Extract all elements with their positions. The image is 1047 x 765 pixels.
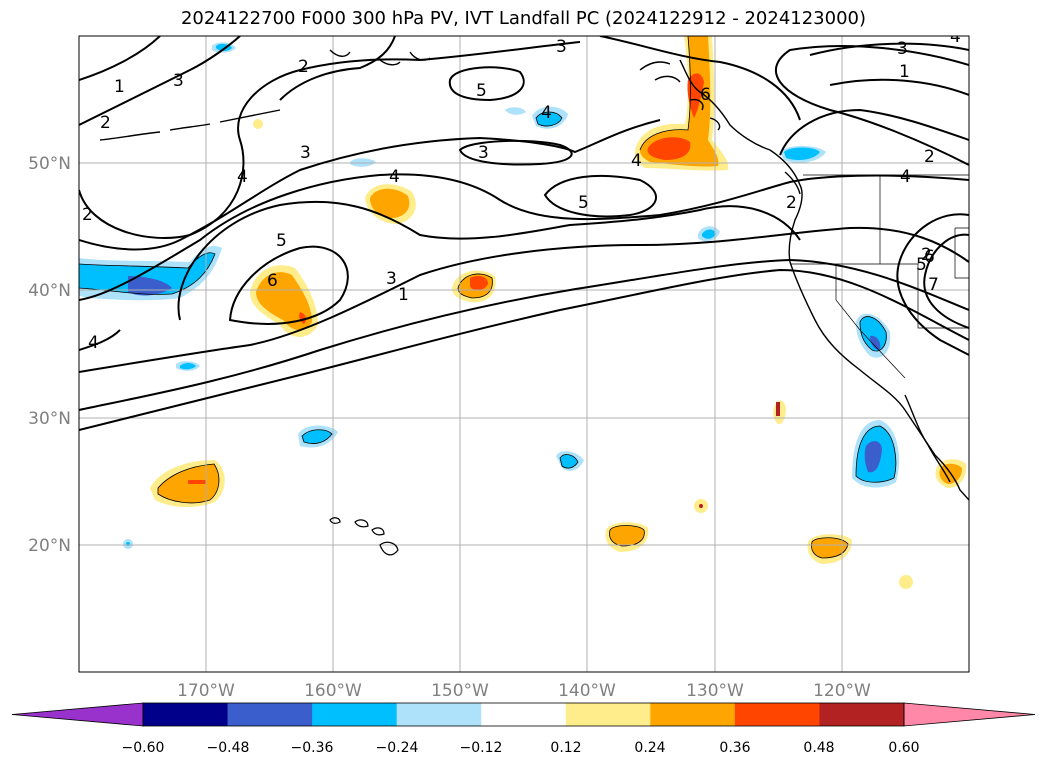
pv-label: 5 [276,231,287,251]
lon-label: 130°W [686,681,744,701]
colorbar-tick-label: −0.36 [291,740,334,756]
pv-label: 4 [541,103,552,123]
pv-label: 2 [921,245,932,265]
colorbar-segment [481,703,567,726]
lat-label: 20°N [28,536,71,556]
pv-label: 6 [924,247,935,267]
plot-area: 1 2 3 3 2 3 4 2 3 5 4 3 4 5 4 3 1 2 4 5 … [79,27,969,672]
colorbar-tick-label: 0.24 [634,740,665,756]
colorbar-segment [312,703,398,726]
pv-label: 4 [950,27,961,47]
colorbar-extend-low [11,702,144,727]
pv-contour-labels: 1 2 3 3 2 3 4 2 3 5 4 3 4 5 4 3 1 2 4 5 … [82,27,961,353]
colorbar-frame [142,702,905,727]
lat-labels: 50°N 40°N 30°N 20°N [28,154,71,556]
colorbar-labels: −0.60 −0.48 −0.36 −0.24 −0.12 0.12 0.24 … [122,740,920,756]
pv-label: 3 [173,71,184,91]
colorbar-segment [565,703,651,726]
pv-label: 6 [267,271,278,291]
pv-label: 7 [928,275,939,295]
lon-label: 160°W [304,681,362,701]
lon-label: 150°W [431,681,489,701]
map-title: 2024122700 F000 300 hPa PV, IVT Landfall… [180,8,867,29]
lat-label: 50°N [28,154,71,174]
pos-anomaly-165w-core [256,272,312,331]
state-borders [790,174,969,379]
pv-label: 2 [82,205,93,225]
lon-label: 120°W [813,681,871,701]
pv-label: 3 [897,39,908,59]
pv-label: 5 [916,255,927,275]
pc-outlines [79,36,897,559]
colorbar-tick-label: 0.48 [803,740,834,756]
colorbar [11,702,1036,727]
colorbar-segment [227,703,313,726]
colorbar-segment [650,703,736,726]
pv-label: 6 [700,85,711,105]
pv-label: 1 [114,77,125,97]
hawaii-islands [329,517,399,556]
plot-frame [78,35,970,673]
pv-label: 4 [631,151,642,171]
gridlines [79,36,969,672]
pv-label: 5 [476,81,487,101]
colorbar-tick-label: 0.12 [550,740,581,756]
colorbar-tick-label: −0.12 [460,740,503,756]
pc-shading [79,36,967,589]
pv-label: 3 [386,269,397,289]
colorbar-extend-high [903,702,1036,727]
pv-label: 2 [100,113,111,133]
colorbar-tick-label: −0.60 [122,740,165,756]
pv-label: 2 [786,193,797,213]
colorbar-segment [396,703,482,726]
lon-label: 140°W [558,681,616,701]
colorbar-segment [143,703,229,726]
neg-anomaly-west-inner [128,276,172,296]
pv-label: 3 [300,143,311,163]
lon-labels: 170°W 160°W 150°W 140°W 130°W 120°W [177,681,871,701]
pv-label: 5 [578,193,589,213]
colorbar-tick-label: −0.24 [376,740,419,756]
neg-anomaly-west-core [79,252,215,295]
lat-label: 30°N [28,409,71,429]
pv-label: 3 [478,143,489,163]
colorbar-segment [734,703,820,726]
colorbar-segment [819,703,905,726]
pv-label: 3 [556,37,567,57]
pv-label: 1 [899,62,910,82]
pv-label: 4 [88,333,99,353]
colorbar-tick-label: −0.48 [207,740,250,756]
colorbar-tick-label: 0.60 [888,740,919,756]
pv-label: 4 [900,167,911,187]
pv-label: 1 [398,285,409,305]
pv-label: 2 [924,147,935,167]
pv-label: 4 [237,167,248,187]
colorbar-tick-label: 0.36 [719,740,750,756]
pv-label: 2 [298,57,309,77]
lat-label: 40°N [28,281,71,301]
pv-label: 4 [389,167,400,187]
coastlines [99,49,969,501]
lon-label: 170°W [177,681,235,701]
